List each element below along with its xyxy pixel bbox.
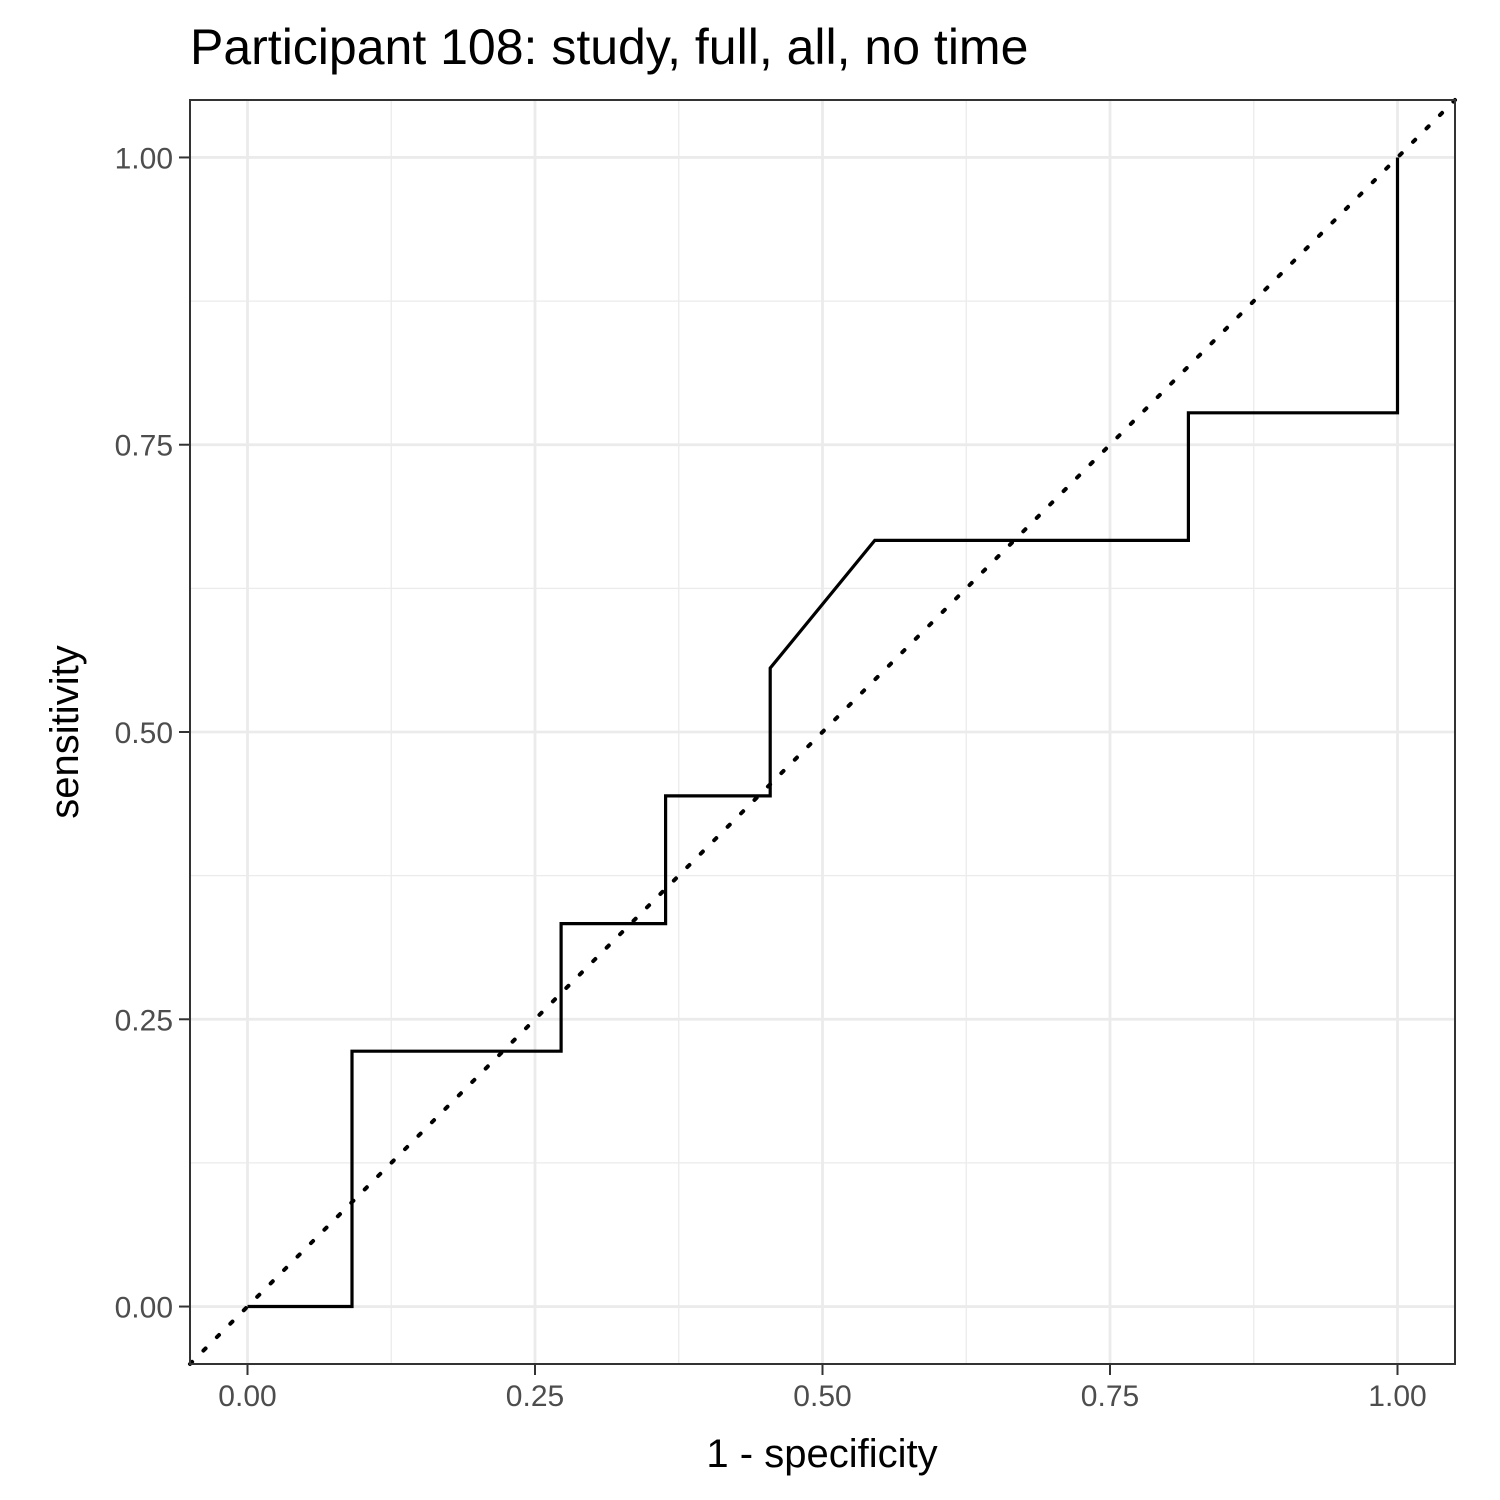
x-tick-label-0: 0.00 xyxy=(218,1380,276,1413)
x-tick-label-2: 0.50 xyxy=(793,1380,851,1413)
y-tick-label-1: 0.25 xyxy=(115,1004,173,1037)
x-axis-title: 1 - specificity xyxy=(706,1432,937,1476)
chart-title: Participant 108: study, full, all, no ti… xyxy=(190,19,1028,75)
x-tick-label-4: 1.00 xyxy=(1368,1380,1426,1413)
y-tick-label-4: 1.00 xyxy=(115,142,173,175)
series-layer xyxy=(188,98,1457,1366)
axis-ticks: 0.00 0.25 0.50 0.75 1.00 0.00 0.25 0.50 0.75 1.00 xyxy=(115,142,1427,1413)
y-tick-label-0: 0.00 xyxy=(115,1292,173,1325)
x-tick-label-1: 0.25 xyxy=(506,1380,564,1413)
x-tick-label-3: 0.75 xyxy=(1081,1380,1139,1413)
reference-diagonal-line xyxy=(188,98,1457,1366)
roc-curve-line xyxy=(247,157,1400,1309)
y-tick-label-2: 0.50 xyxy=(115,717,173,750)
y-axis-title: sensitivity xyxy=(43,645,87,818)
y-tick-label-3: 0.75 xyxy=(115,430,173,463)
